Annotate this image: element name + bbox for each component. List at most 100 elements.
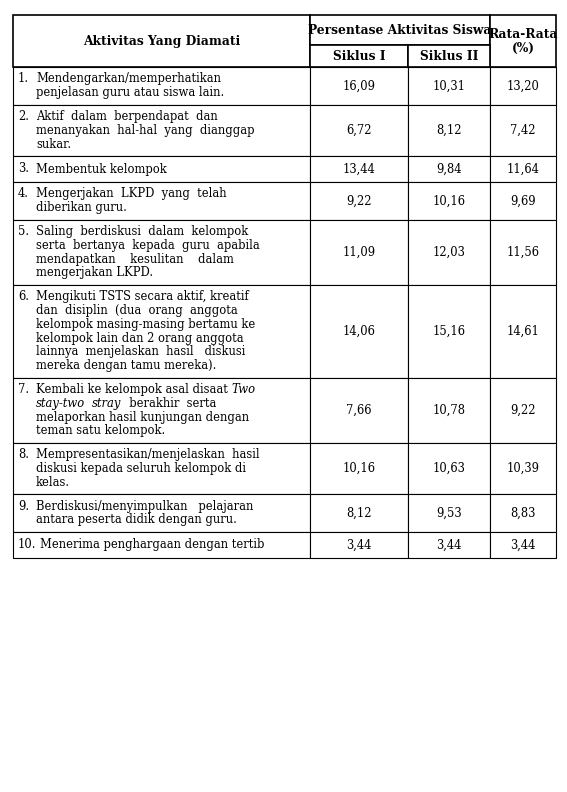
Text: stray: stray (92, 397, 122, 409)
Bar (310, 67, 408, 105)
Text: Rata-Rata: Rata-Rata (488, 29, 558, 41)
Text: menanyakan  hal-hal  yang  dianggap: menanyakan hal-hal yang dianggap (36, 124, 255, 137)
Text: 9,84: 9,84 (436, 162, 462, 176)
Bar (490, 105, 556, 156)
Text: 1.: 1. (18, 72, 29, 86)
Bar (408, 531, 490, 558)
Text: dan  disiplin  (dua  orang  anggota: dan disiplin (dua orang anggota (36, 304, 238, 317)
Bar (13, 15, 310, 67)
Text: Aktivitas Yang Diamati: Aktivitas Yang Diamati (83, 35, 240, 48)
Text: Aktif  dalam  berpendapat  dan: Aktif dalam berpendapat dan (36, 110, 218, 123)
Bar (13, 67, 310, 105)
Bar (310, 45, 408, 67)
Text: 14,06: 14,06 (342, 325, 375, 337)
Bar (490, 156, 556, 182)
Bar (408, 105, 490, 156)
Text: 10,78: 10,78 (433, 404, 466, 417)
Bar (310, 443, 408, 494)
Text: 2.: 2. (18, 110, 29, 123)
Text: Mempresentasikan/menjelaskan  hasil: Mempresentasikan/menjelaskan hasil (36, 448, 260, 461)
Text: berakhir  serta: berakhir serta (122, 397, 216, 409)
Text: 3,44: 3,44 (346, 539, 372, 551)
Bar (13, 443, 310, 494)
Bar (310, 378, 408, 443)
Text: Mendengarkan/memperhatikan: Mendengarkan/memperhatikan (36, 72, 221, 86)
Text: Berdiskusi/menyimpulkan   pelajaran: Berdiskusi/menyimpulkan pelajaran (36, 500, 253, 512)
Text: 4.: 4. (18, 188, 29, 200)
Bar (13, 105, 310, 156)
Text: diberikan guru.: diberikan guru. (36, 201, 127, 214)
Text: mengerjakan LKPD.: mengerjakan LKPD. (36, 266, 153, 280)
Text: Mengikuti TSTS secara aktif, kreatif: Mengikuti TSTS secara aktif, kreatif (36, 290, 249, 303)
Text: stay-two: stay-two (36, 397, 85, 409)
Bar (490, 443, 556, 494)
Text: 8,12: 8,12 (436, 124, 462, 137)
Text: 8,12: 8,12 (346, 507, 372, 520)
Text: kelompok lain dan 2 orang anggota: kelompok lain dan 2 orang anggota (36, 332, 244, 345)
Bar (310, 15, 490, 45)
Bar (310, 494, 408, 531)
Bar (13, 219, 310, 285)
Bar (310, 219, 408, 285)
Bar (408, 45, 490, 67)
Text: 9,22: 9,22 (510, 404, 536, 417)
Text: (%): (%) (511, 41, 535, 55)
Text: 7,42: 7,42 (510, 124, 536, 137)
Text: 6.: 6. (18, 290, 29, 303)
Bar (310, 285, 408, 378)
Text: 8,83: 8,83 (510, 507, 536, 520)
Text: 3,44: 3,44 (437, 539, 462, 551)
Bar (13, 285, 310, 378)
Text: 13,44: 13,44 (342, 162, 375, 176)
Bar (408, 443, 490, 494)
Text: 15,16: 15,16 (433, 325, 466, 337)
Text: 9.: 9. (18, 500, 29, 512)
Text: lainnya  menjelaskan  hasil   diskusi: lainnya menjelaskan hasil diskusi (36, 345, 246, 359)
Text: 14,61: 14,61 (506, 325, 539, 337)
Text: 11,64: 11,64 (506, 162, 539, 176)
Text: 12,03: 12,03 (433, 246, 466, 259)
Bar (490, 378, 556, 443)
Text: 7.: 7. (18, 383, 29, 396)
Bar (408, 378, 490, 443)
Bar (13, 156, 310, 182)
Text: melaporkan hasil kunjungan dengan: melaporkan hasil kunjungan dengan (36, 410, 249, 424)
Text: Siklus I: Siklus I (333, 49, 386, 63)
Text: 10,31: 10,31 (433, 79, 466, 93)
Bar (408, 494, 490, 531)
Text: Persentase Aktivitas Siswa: Persentase Aktivitas Siswa (308, 24, 492, 36)
Text: 10,16: 10,16 (433, 194, 466, 208)
Text: 10.: 10. (18, 539, 36, 551)
Text: Two: Two (231, 383, 256, 396)
Text: kelas.: kelas. (36, 476, 70, 489)
Text: antara peserta didik dengan guru.: antara peserta didik dengan guru. (36, 513, 237, 527)
Bar (490, 531, 556, 558)
Bar (13, 182, 310, 219)
Bar (13, 378, 310, 443)
Text: serta  bertanya  kepada  guru  apabila: serta bertanya kepada guru apabila (36, 239, 260, 252)
Bar (408, 219, 490, 285)
Text: sukar.: sukar. (36, 138, 71, 150)
Text: mendapatkan    kesulitan    dalam: mendapatkan kesulitan dalam (36, 253, 234, 265)
Bar (490, 219, 556, 285)
Bar (310, 156, 408, 182)
Bar (490, 67, 556, 105)
Text: 6,72: 6,72 (346, 124, 372, 137)
Text: Membentuk kelompok: Membentuk kelompok (36, 162, 167, 176)
Bar (310, 531, 408, 558)
Text: 16,09: 16,09 (342, 79, 375, 93)
Text: 11,09: 11,09 (342, 246, 375, 259)
Text: 11,56: 11,56 (506, 246, 539, 259)
Text: 10,16: 10,16 (342, 462, 375, 475)
Text: Kembali ke kelompok asal disaat: Kembali ke kelompok asal disaat (36, 383, 231, 396)
Bar (310, 105, 408, 156)
Text: penjelasan guru atau siswa lain.: penjelasan guru atau siswa lain. (36, 86, 225, 99)
Bar (490, 494, 556, 531)
Text: 5.: 5. (18, 225, 29, 238)
Text: 8.: 8. (18, 448, 29, 461)
Bar (408, 156, 490, 182)
Text: 13,20: 13,20 (506, 79, 539, 93)
Text: 7,66: 7,66 (346, 404, 372, 417)
Text: diskusi kepada seluruh kelompok di: diskusi kepada seluruh kelompok di (36, 462, 246, 475)
Bar (13, 531, 310, 558)
